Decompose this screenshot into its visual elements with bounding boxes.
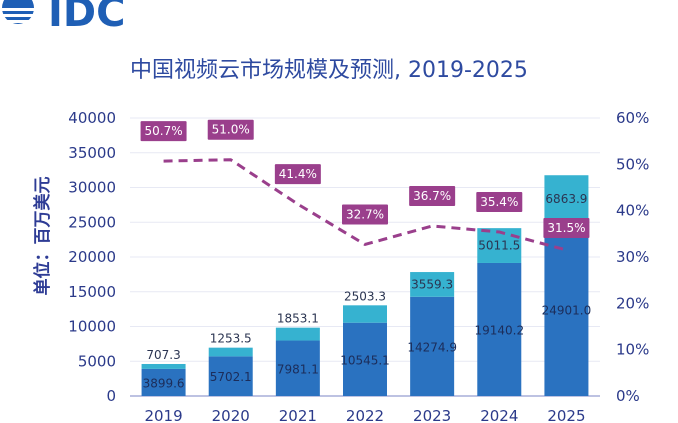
y-tick-label: 25000 (68, 213, 116, 231)
y-tick-label: 0 (106, 387, 116, 405)
bar-segment-top (410, 272, 455, 297)
y-tick-label: 40000 (68, 109, 116, 127)
bar-segment-top (477, 228, 522, 263)
y-tick-label: 20000 (68, 248, 116, 266)
y2-tick-label: 0% (616, 387, 640, 405)
rate-label: 35.4% (480, 195, 518, 209)
rate-label: 32.7% (346, 207, 384, 221)
rate-label-box (409, 185, 456, 206)
data-label-top: 2503.3 (344, 289, 386, 303)
data-label-base: 14274.9 (407, 340, 457, 354)
data-label-base: 3899.6 (143, 376, 185, 390)
growth-rate-line (163, 158, 567, 252)
data-label-top: 707.3 (146, 348, 180, 362)
bar-segment-top (343, 305, 387, 323)
y-tick-label: 10000 (68, 318, 116, 336)
data-label-base: 7981.1 (277, 362, 319, 376)
x-tick-label: 2024 (480, 407, 518, 423)
y2-tick-label: 50% (616, 155, 649, 173)
y-axis-label: 单位：百万美元 (32, 177, 53, 296)
bar-segment-top (208, 347, 253, 357)
y-tick-label: 15000 (68, 283, 116, 301)
rate-label-box (274, 164, 321, 185)
y2-tick-label: 30% (616, 248, 649, 266)
bar-segment-base (208, 356, 253, 396)
bar-segment-base (477, 262, 522, 396)
rate-label: 51.0% (212, 123, 250, 137)
data-label-base: 10545.1 (340, 353, 390, 367)
bar-segment-base (275, 340, 320, 396)
bar-segment-top (275, 327, 320, 341)
rate-label: 50.7% (145, 124, 183, 138)
rate-label: 36.7% (413, 189, 451, 203)
bar-segment-base (141, 368, 186, 396)
x-tick-label: 2021 (279, 407, 317, 423)
bar-segment-base (343, 322, 387, 396)
rate-label-box (543, 218, 590, 239)
x-tick-label: 2025 (547, 407, 585, 423)
x-tick-label: 2022 (346, 407, 384, 423)
bar-segment-top (141, 363, 186, 369)
data-label-top: 1253.5 (210, 332, 252, 346)
bar-segment-base (410, 296, 455, 396)
x-tick-label: 2020 (212, 407, 250, 423)
data-label-top: 6863.9 (545, 192, 587, 206)
y-tick-label: 35000 (68, 144, 116, 162)
y2-tick-label: 20% (616, 294, 649, 312)
y-tick-label: 30000 (68, 179, 116, 197)
x-tick-label: 2019 (144, 407, 182, 423)
chart-title: 中国视频云市场规模及预测, 2019-2025 (130, 58, 528, 83)
rate-label-box (140, 121, 187, 142)
data-label-base: 5702.1 (210, 370, 252, 384)
rate-label-box (207, 119, 254, 140)
data-label-base: 19140.2 (474, 323, 524, 337)
rate-label: 41.4% (279, 167, 317, 181)
logo-text: IDC (48, 0, 125, 36)
data-label-top: 1853.1 (277, 312, 319, 326)
y2-tick-label: 10% (616, 341, 649, 359)
rate-label-box (342, 204, 388, 225)
bar-segment-base (544, 222, 589, 396)
x-tick-label: 2023 (413, 407, 451, 423)
idc-logo: IDC (0, 0, 125, 36)
rate-label: 31.5% (547, 221, 585, 235)
data-label-base: 24901.0 (542, 303, 592, 317)
data-label-top: 3559.3 (411, 277, 453, 291)
bar-segment-top (544, 175, 589, 223)
y2-tick-label: 60% (616, 109, 649, 127)
rate-label-box (476, 191, 523, 212)
y-tick-label: 5000 (78, 352, 116, 370)
y2-tick-label: 40% (616, 202, 649, 220)
data-label-top: 5011.5 (478, 239, 520, 253)
